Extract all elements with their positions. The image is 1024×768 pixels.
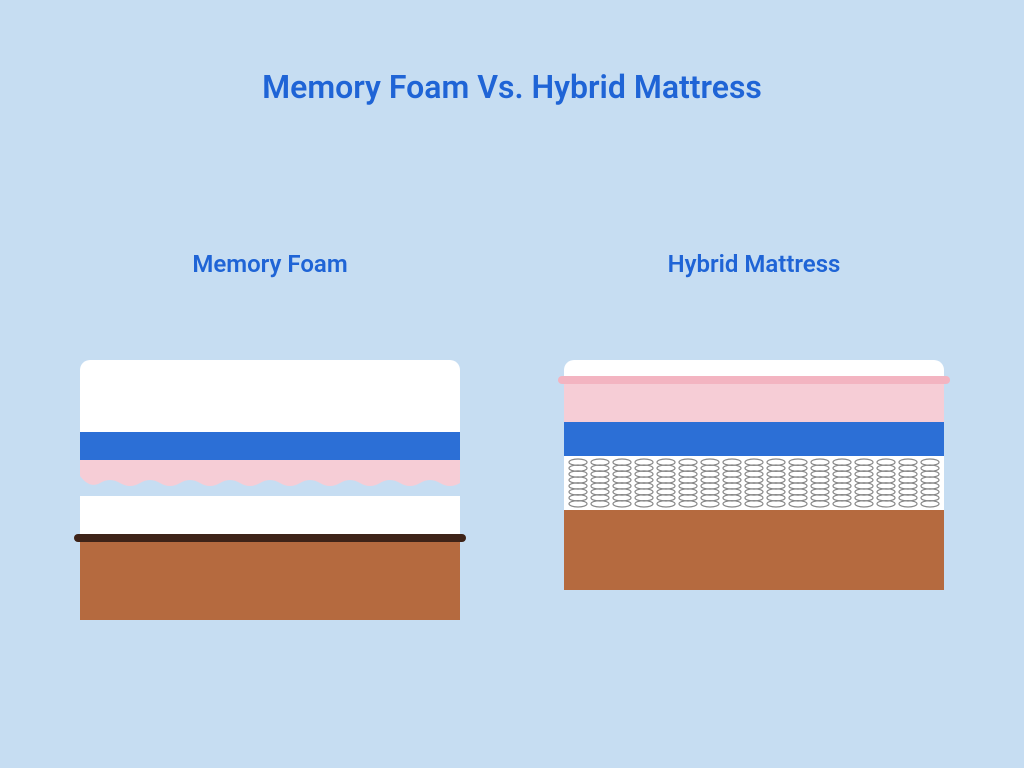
spring-icon [920,458,940,508]
spring-icon [876,458,896,508]
spring-icon [568,458,588,508]
divider-cap [74,534,466,542]
layer-white-support [80,496,460,538]
layer-wavy-pink [80,460,460,490]
spring-icon [678,458,698,508]
subtitle-hybrid: Hybrid Mattress [564,250,944,278]
memory-foam-diagram [80,360,460,620]
layer-pink-comfort [564,380,944,422]
divider-cap [558,376,950,384]
spring-icon [766,458,786,508]
layer-blue-foam [80,432,460,460]
spring-icon [788,458,808,508]
layer-base [564,510,944,590]
hybrid-diagram [564,360,944,590]
spring-icon [656,458,676,508]
spring-icon [898,458,918,508]
infographic-canvas: Memory Foam Vs. Hybrid Mattress Memory F… [0,0,1024,768]
spring-icon [744,458,764,508]
layer-blue-foam [564,422,944,456]
layer-springs [564,456,944,510]
spring-icon [810,458,830,508]
main-title: Memory Foam Vs. Hybrid Mattress [0,68,1024,106]
spring-icon [590,458,610,508]
subtitle-memory-foam: Memory Foam [80,250,460,278]
layer-top-white [80,360,460,432]
spring-icon [832,458,852,508]
layer-base [80,538,460,620]
spring-icon [634,458,654,508]
spring-icon [854,458,874,508]
spring-icon [700,458,720,508]
spring-icon [722,458,742,508]
spring-icon [612,458,632,508]
